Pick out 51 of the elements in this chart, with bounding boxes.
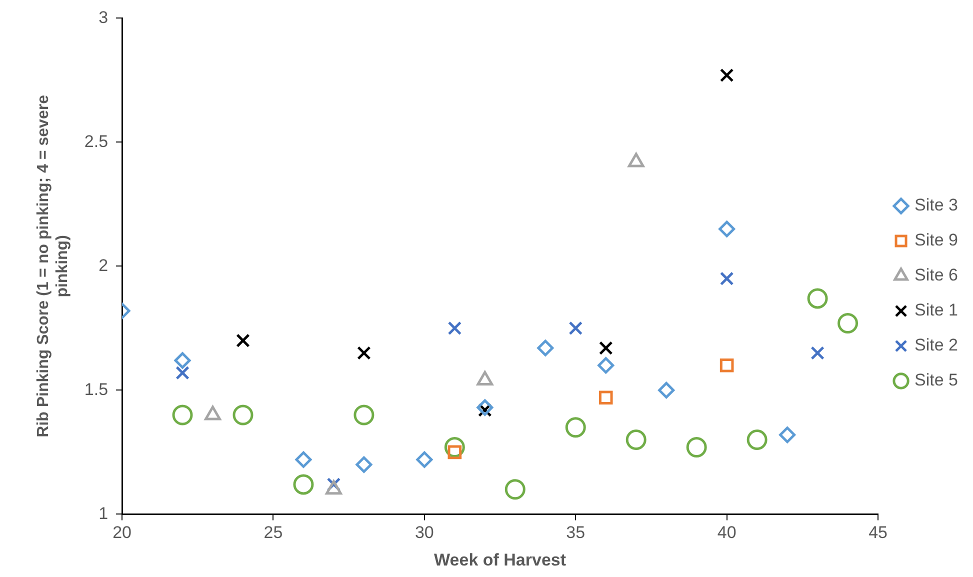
point bbox=[746, 430, 768, 450]
point bbox=[236, 334, 250, 348]
point bbox=[720, 272, 734, 286]
point bbox=[356, 456, 372, 473]
point bbox=[416, 451, 433, 468]
point bbox=[537, 340, 554, 356]
point bbox=[626, 430, 646, 450]
y-tick-label: 2.5 bbox=[84, 132, 108, 151]
point bbox=[176, 366, 190, 380]
point bbox=[448, 321, 462, 336]
point bbox=[838, 312, 858, 334]
point bbox=[172, 404, 193, 426]
legend-label: Site 6 bbox=[914, 266, 958, 285]
legend-label: Site 1 bbox=[914, 300, 958, 320]
x-tick-label: 20 bbox=[112, 523, 132, 542]
x-axis-title: Week of Harvest bbox=[434, 550, 566, 570]
legend-label: Site 5 bbox=[914, 370, 958, 390]
point bbox=[598, 390, 613, 405]
point bbox=[568, 321, 583, 336]
point bbox=[807, 288, 828, 309]
point bbox=[232, 404, 254, 426]
y-axis-title: Rib Pinking Score (1 = no pinking; 4 = severe pinking) bbox=[35, 94, 72, 438]
point bbox=[504, 479, 526, 500]
y-tick-label: 1.5 bbox=[84, 380, 108, 399]
point bbox=[779, 426, 796, 444]
y-tick-label: 1 bbox=[98, 504, 108, 523]
x-tick-label: 35 bbox=[566, 523, 586, 542]
legend-label: Site 9 bbox=[914, 230, 958, 250]
point bbox=[720, 358, 734, 372]
point bbox=[476, 399, 494, 416]
x-tick-label: 25 bbox=[264, 523, 283, 542]
point bbox=[810, 346, 824, 360]
y-tick-label: 3 bbox=[98, 8, 108, 27]
point bbox=[720, 68, 734, 82]
y-tick-label: 2 bbox=[98, 256, 108, 275]
point bbox=[658, 382, 675, 398]
point bbox=[354, 404, 374, 426]
point bbox=[565, 417, 586, 438]
point bbox=[174, 352, 191, 369]
x-tick-label: 30 bbox=[414, 523, 434, 542]
x-tick-label: 40 bbox=[717, 523, 736, 542]
x-tick-label: 45 bbox=[868, 523, 888, 542]
point bbox=[295, 451, 312, 468]
legend-label: Site 3 bbox=[914, 196, 958, 215]
point bbox=[293, 474, 314, 495]
point bbox=[686, 436, 707, 458]
point bbox=[598, 357, 614, 374]
point bbox=[357, 346, 371, 360]
point bbox=[718, 220, 736, 238]
point bbox=[598, 341, 613, 355]
legend-label: Site 2 bbox=[914, 336, 958, 355]
